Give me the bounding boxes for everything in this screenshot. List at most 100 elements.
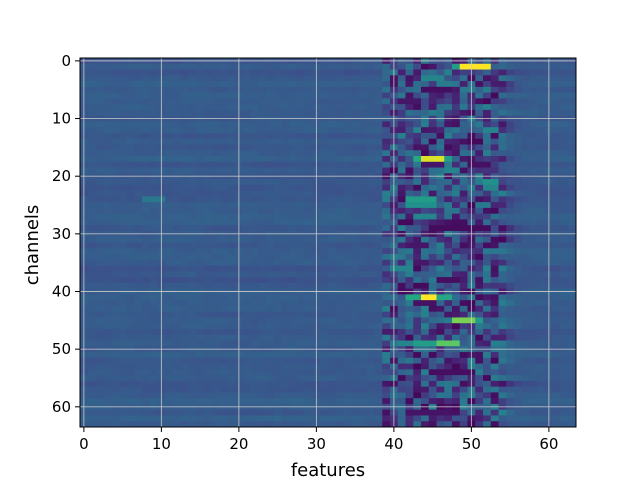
heatmap-cell [444, 92, 453, 99]
heatmap-cell [514, 352, 523, 359]
heatmap-cell [428, 109, 437, 117]
heatmap-cell [289, 277, 298, 284]
heatmap-cell [413, 86, 422, 93]
heatmap-cell [413, 242, 422, 249]
heatmap-cell [211, 121, 220, 128]
heatmap-cell [281, 109, 290, 117]
heatmap-cell [359, 219, 368, 226]
heatmap-cell [87, 277, 96, 284]
heatmap-cell [134, 242, 143, 249]
heatmap-cell [366, 386, 375, 393]
heatmap-cell [343, 380, 352, 388]
heatmap-cell [95, 202, 104, 209]
heatmap-cell [537, 421, 546, 428]
heatmap-cell [405, 277, 414, 284]
heatmap-cell [103, 63, 112, 70]
heatmap-cell [366, 104, 375, 111]
heatmap-cell [568, 92, 577, 99]
heatmap-cell [452, 109, 461, 117]
heatmap-cell [126, 213, 135, 220]
heatmap-cell [211, 132, 220, 140]
heatmap-cell [95, 248, 104, 255]
heatmap-cell [521, 75, 530, 82]
heatmap-cell [103, 104, 112, 111]
heatmap-cell [173, 242, 182, 249]
heatmap-cell [188, 386, 197, 393]
heatmap-cell [382, 190, 391, 197]
heatmap-cell [552, 63, 561, 70]
heatmap-cell [304, 294, 313, 301]
heatmap-cell [490, 219, 499, 226]
heatmap-cell [211, 254, 220, 261]
heatmap-cell [173, 352, 182, 359]
heatmap-cell [95, 127, 104, 134]
heatmap-cell [95, 386, 104, 393]
x-tick-label: 40 [384, 435, 403, 453]
heatmap-cell [335, 294, 344, 301]
heatmap-cell [506, 75, 515, 82]
heatmap-cell [320, 144, 329, 151]
heatmap-cell [258, 369, 267, 376]
heatmap-cell [498, 352, 507, 359]
heatmap-cell [514, 317, 523, 324]
heatmap-cell [506, 380, 515, 388]
heatmap-cell [111, 92, 120, 99]
heatmap-cell [126, 311, 135, 318]
heatmap-cell [188, 179, 197, 186]
heatmap-cell [211, 409, 220, 416]
heatmap-cell [343, 317, 352, 324]
heatmap-cell [436, 196, 445, 203]
heatmap-cell [118, 63, 127, 70]
heatmap-cell [335, 109, 344, 117]
heatmap-cell [359, 86, 368, 93]
heatmap-cell [568, 242, 577, 249]
heatmap-cell [134, 92, 143, 99]
heatmap-cell [359, 150, 368, 157]
heatmap-cell [165, 363, 174, 370]
heatmap-cell [490, 150, 499, 157]
heatmap-cell [219, 144, 228, 151]
heatmap-cell [436, 357, 445, 364]
heatmap-cell [204, 265, 213, 272]
heatmap-cell [273, 225, 282, 232]
heatmap-cell [436, 277, 445, 284]
heatmap-cell [196, 363, 205, 370]
heatmap-cell [498, 300, 507, 307]
heatmap-cell [552, 294, 561, 301]
heatmap-cell [421, 81, 430, 88]
heatmap-cell [552, 323, 561, 330]
heatmap-cell [219, 271, 228, 278]
heatmap-cell [459, 277, 468, 284]
heatmap-cell [289, 369, 298, 376]
heatmap-cell [359, 392, 368, 399]
heatmap-cell [227, 363, 236, 370]
heatmap-cell [204, 69, 213, 76]
heatmap-cell [374, 167, 383, 174]
heatmap-cell [142, 190, 151, 197]
heatmap-cell [351, 340, 360, 347]
heatmap-cell [413, 265, 422, 272]
heatmap-cell [142, 86, 151, 93]
heatmap-cell [475, 225, 484, 232]
heatmap-cell [173, 92, 182, 99]
heatmap-cell [142, 138, 151, 145]
heatmap-cell [258, 190, 267, 197]
heatmap-cell [529, 254, 538, 261]
heatmap-cell [560, 300, 569, 307]
heatmap-cell [405, 207, 414, 215]
heatmap-cell [560, 144, 569, 151]
heatmap-cell [273, 305, 282, 313]
heatmap-cell [382, 392, 391, 399]
heatmap-cell [149, 144, 158, 151]
heatmap-cell [521, 109, 530, 117]
heatmap-cell [359, 127, 368, 134]
heatmap-cell [266, 415, 275, 422]
heatmap-cell [444, 202, 453, 209]
heatmap-cell [258, 184, 267, 192]
heatmap-cell [297, 167, 306, 174]
heatmap-cell [297, 132, 306, 140]
heatmap-cell [335, 409, 344, 416]
heatmap-cell [506, 179, 515, 186]
heatmap-cell [87, 357, 96, 364]
heatmap-cell [483, 294, 492, 301]
